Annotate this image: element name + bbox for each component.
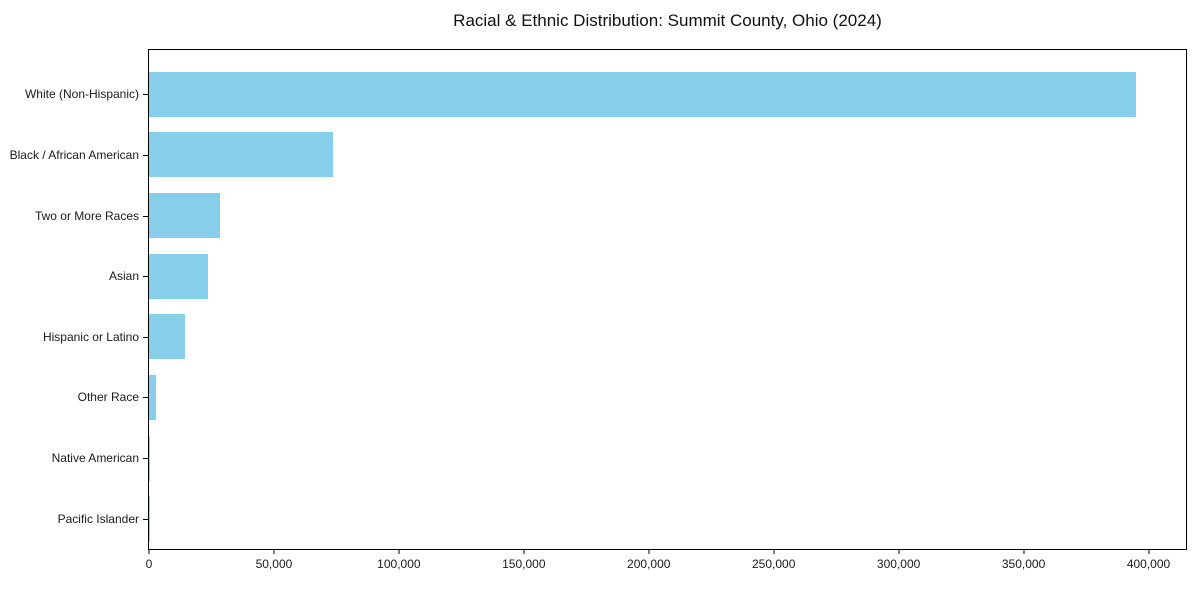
bar-black-african-american bbox=[149, 132, 334, 178]
x-tick-label: 50,000 bbox=[255, 557, 293, 571]
chart-row-white-non-hispanic: White (Non-Hispanic) bbox=[25, 64, 1186, 125]
bar-hispanic-or-latino bbox=[149, 314, 185, 360]
y-axis-label-black-african-american: Black / African American bbox=[9, 147, 139, 162]
x-tick-mark bbox=[273, 549, 275, 554]
x-tick-label: 150,000 bbox=[502, 557, 546, 571]
y-axis-label-hispanic-or-latino: Hispanic or Latino bbox=[42, 329, 139, 344]
x-tick-mark bbox=[398, 549, 400, 554]
y-axis-label-native-american: Native American bbox=[51, 451, 139, 466]
bar-native-american bbox=[149, 435, 151, 481]
x-tick-mark bbox=[1023, 549, 1025, 554]
y-tick-mark bbox=[143, 397, 148, 399]
y-axis-label-white-non-hispanic: White (Non-Hispanic) bbox=[24, 87, 139, 102]
x-tick-mark bbox=[648, 549, 650, 554]
y-axis-label-pacific-islander: Pacific Islander bbox=[57, 511, 139, 526]
y-tick-mark bbox=[143, 518, 148, 520]
bar-white-non-hispanic bbox=[149, 71, 1137, 117]
y-tick-mark bbox=[143, 458, 148, 460]
chart-row-two-or-more-races: Two or More Races bbox=[35, 185, 1186, 246]
x-tick-label: 0 bbox=[145, 557, 153, 571]
plot-area: White (Non-Hispanic) Black / African Amer… bbox=[10, 49, 1187, 571]
x-tick-label: 100,000 bbox=[377, 557, 421, 571]
chart-title: Racial & Ethnic Distribution: Summit Cou… bbox=[453, 11, 882, 30]
y-axis-label-two-or-more-races: Two or More Races bbox=[34, 208, 139, 223]
bar-two-or-more-races bbox=[149, 193, 221, 239]
bar-asian bbox=[149, 253, 208, 299]
chart-row-asian: Asian bbox=[109, 246, 1186, 307]
y-tick-mark bbox=[143, 94, 148, 96]
x-tick-label: 400,000 bbox=[1126, 557, 1171, 571]
bar-other-race bbox=[149, 374, 157, 420]
chart-row-other-race: Other Race bbox=[78, 367, 1186, 428]
chart-row-black-african-american: Black / African American bbox=[10, 125, 1186, 186]
bars-container: White (Non-Hispanic) Black / African Amer… bbox=[10, 64, 1186, 549]
y-tick-mark bbox=[143, 215, 148, 217]
chart-row-hispanic-or-latino: Hispanic or Latino bbox=[43, 307, 1186, 368]
x-tick-label: 350,000 bbox=[1001, 557, 1046, 571]
x-tick-mark bbox=[1148, 549, 1150, 554]
x-tick-label: 200,000 bbox=[627, 557, 671, 571]
y-tick-mark bbox=[143, 276, 148, 278]
y-tick-mark bbox=[143, 336, 148, 338]
chart-row-pacific-islander: Pacific Islander bbox=[58, 488, 1186, 549]
chart-row-native-american: Native American bbox=[52, 428, 1186, 489]
x-tick-label: 300,000 bbox=[876, 557, 921, 571]
y-axis-label-asian: Asian bbox=[108, 269, 139, 284]
x-tick-mark bbox=[148, 549, 150, 554]
x-tick-label: 250,000 bbox=[751, 557, 796, 571]
x-tick-mark bbox=[523, 549, 525, 554]
x-tick-mark bbox=[773, 549, 775, 554]
y-tick-mark bbox=[143, 154, 148, 156]
y-axis-label-other-race: Other Race bbox=[77, 390, 139, 405]
x-tick-mark bbox=[898, 549, 900, 554]
x-axis: 0 50,000 100,000 150,000 200,000 250,000 300,0… bbox=[146, 50, 1186, 571]
